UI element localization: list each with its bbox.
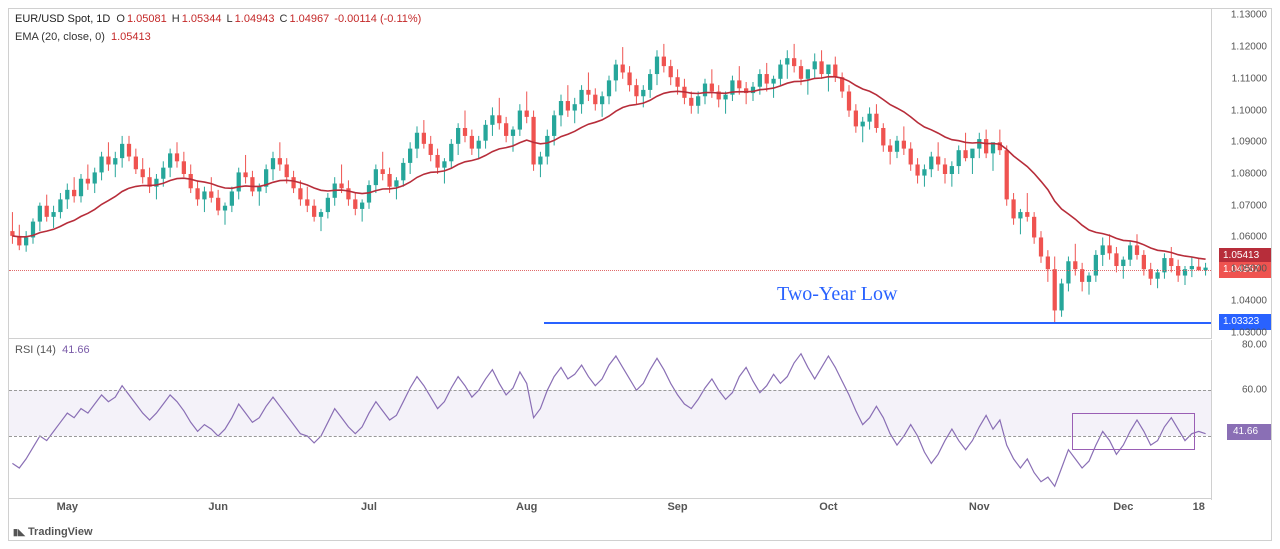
price-y-tick: 1.10000: [1231, 105, 1267, 116]
price-y-tick: 1.08000: [1231, 169, 1267, 180]
rsi-lower-band: [9, 436, 1211, 437]
price-chart-svg: [9, 9, 1209, 339]
x-month-label: May: [57, 501, 78, 513]
x-month-label: Oct: [819, 501, 837, 513]
rsi-label-text: RSI (14): [15, 344, 56, 356]
price-y-tick: 1.03000: [1231, 327, 1267, 338]
price-y-tick: 1.11000: [1232, 73, 1267, 84]
price-y-tick: 1.07000: [1231, 200, 1267, 211]
x-month-label: Jun: [208, 501, 228, 513]
x-month-label: Jul: [361, 501, 377, 513]
rsi-upper-band: [9, 390, 1211, 391]
ema-value: 1.05413: [111, 31, 151, 43]
x-month-label: Nov: [969, 501, 990, 513]
ema-header: EMA (20, close, 0) 1.05413: [15, 31, 151, 43]
price-y-tick: 1.04000: [1231, 295, 1267, 306]
price-y-tick: 1.09000: [1231, 137, 1267, 148]
ohlc-values: O1.05081 H1.05344 L1.04943 C1.04967 -0.0…: [116, 13, 423, 25]
x-month-label: Dec: [1113, 501, 1133, 513]
rsi-chart[interactable]: RSI (14) 41.66 41.66: [9, 340, 1211, 500]
price-y-tick: 1.12000: [1231, 42, 1267, 53]
rsi-chart-svg: [9, 340, 1209, 500]
rsi-value: 41.66: [62, 344, 90, 356]
chart-container: EUR/USD Spot, 1D O1.05081 H1.05344 L1.04…: [8, 8, 1272, 541]
rsi-header: RSI (14) 41.66: [15, 344, 90, 356]
rsi-y-tick: 60.00: [1242, 385, 1267, 396]
rsi-y-tick: 80.00: [1242, 339, 1267, 350]
symbol-label: EUR/USD Spot, 1D: [15, 13, 110, 25]
ohlc-header: EUR/USD Spot, 1D O1.05081 H1.05344 L1.04…: [15, 13, 423, 25]
support-line[interactable]: [544, 322, 1211, 324]
x-month-label: Sep: [667, 501, 687, 513]
price-y-tick: 1.13000: [1231, 10, 1267, 21]
rsi-y-axis[interactable]: 80.00 60.00: [1211, 340, 1271, 500]
x-month-label: 18: [1193, 501, 1205, 513]
x-month-label: Aug: [516, 501, 537, 513]
price-chart[interactable]: EUR/USD Spot, 1D O1.05081 H1.05344 L1.04…: [9, 9, 1211, 339]
price-y-tick: 1.06000: [1231, 232, 1267, 243]
tradingview-watermark: ▮◣ TradingView: [13, 526, 93, 538]
current-price-line: [9, 270, 1211, 271]
price-y-tick: 1.05000: [1231, 264, 1267, 275]
time-x-axis[interactable]: May Jun Jul Aug Sep Oct Nov Dec 18: [9, 498, 1211, 518]
price-y-axis[interactable]: 1.03000 1.04000 1.05000 1.06000 1.07000 1.080…: [1211, 9, 1271, 339]
rsi-highlight-box[interactable]: [1072, 413, 1195, 450]
ema-label: EMA (20, close, 0): [15, 31, 105, 43]
annotation-two-year-low[interactable]: Two-Year Low: [777, 283, 897, 306]
